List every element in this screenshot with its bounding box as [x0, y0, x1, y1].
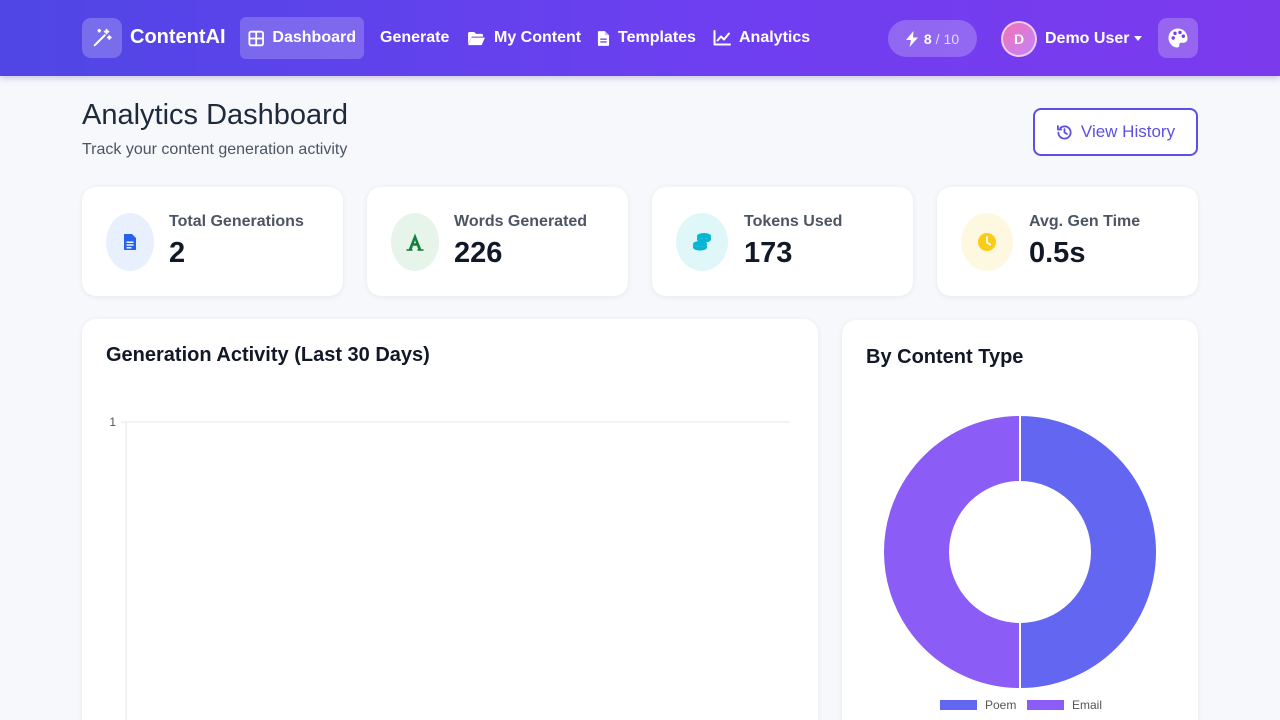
- stat-icon-wrapper: [961, 213, 1013, 271]
- brand-name: ContentAI: [130, 26, 226, 48]
- stat-value: 2: [169, 237, 186, 269]
- stat-card-total-generations: Total Generations 2: [82, 187, 343, 296]
- file-text-icon: [597, 30, 610, 46]
- page-subtitle: Track your content generation activity: [82, 141, 348, 158]
- quota-separator: /: [935, 30, 940, 47]
- view-history-label: View History: [1080, 122, 1176, 141]
- content-type-donut-chart: Poem Email: [882, 413, 1158, 712]
- quota-used: 8: [923, 30, 932, 47]
- usage-quota-badge: 8 / 10: [888, 20, 977, 57]
- nav-dashboard[interactable]: Dashboard: [240, 17, 364, 59]
- stat-label: Avg. Gen Time: [1029, 213, 1141, 230]
- stat-icon-wrapper: [106, 213, 154, 271]
- stat-label: Words Generated: [454, 213, 588, 230]
- nav-my-content-label: My Content: [494, 29, 582, 46]
- content-type-panel: By Content Type Poem Email: [842, 320, 1198, 720]
- nav-templates[interactable]: Templates: [589, 17, 704, 59]
- brand[interactable]: ContentAI: [82, 17, 226, 58]
- legend-swatch-email[interactable]: [1027, 700, 1064, 710]
- line-chart-icon: [713, 30, 731, 46]
- nav-templates-label: Templates: [618, 29, 696, 46]
- page-title: Analytics Dashboard: [82, 99, 348, 131]
- stat-icon-wrapper: [676, 213, 728, 271]
- folder-open-icon: [468, 31, 485, 45]
- stat-value: 226: [454, 237, 503, 269]
- content-type-title: By Content Type: [866, 346, 1024, 368]
- user-menu[interactable]: D Demo User: [1001, 20, 1143, 57]
- avatar: D: [1001, 20, 1037, 57]
- legend-label-poem[interactable]: Poem: [985, 698, 1016, 712]
- bolt-icon: [905, 30, 918, 47]
- legend-swatch-poem[interactable]: [940, 700, 977, 710]
- user-name: Demo User: [1045, 29, 1130, 47]
- nav-generate[interactable]: Generate: [372, 17, 457, 59]
- nav-generate-label: Generate: [380, 29, 450, 46]
- theme-palette-button[interactable]: [1158, 18, 1198, 58]
- stat-label: Total Generations: [169, 213, 304, 230]
- quota-total: 10: [943, 30, 960, 47]
- legend-label-email[interactable]: Email: [1072, 698, 1102, 712]
- stat-card-avg-gen-time: Avg. Gen Time 0.5s: [937, 187, 1198, 296]
- clock-icon: [978, 233, 996, 251]
- activity-chart-panel: Generation Activity (Last 30 Days) 1: [82, 319, 818, 720]
- stat-icon-wrapper: [391, 213, 439, 271]
- file-document-icon: [124, 234, 136, 250]
- y-tick-label: 1: [109, 415, 116, 429]
- palette-icon: [1168, 28, 1188, 48]
- activity-line-chart: 1: [109, 415, 790, 720]
- coins-icon: [693, 233, 711, 251]
- dashboard-grid-icon: [248, 30, 264, 46]
- chevron-down-icon: [1134, 36, 1143, 41]
- stat-value: 0.5s: [1029, 237, 1086, 269]
- stat-card-tokens-used: Tokens Used 173: [652, 187, 913, 296]
- view-history-button[interactable]: View History: [1033, 108, 1198, 156]
- nav-dashboard-label: Dashboard: [272, 29, 356, 46]
- nav-analytics[interactable]: Analytics: [705, 17, 818, 59]
- top-navbar: ContentAI Dashboard Generate My Content …: [0, 0, 1280, 76]
- nav-analytics-label: Analytics: [739, 29, 811, 46]
- history-icon: [1056, 124, 1072, 140]
- font-letter-icon: [406, 233, 424, 251]
- magic-wand-icon: [82, 17, 122, 58]
- stat-card-words-generated: Words Generated 226: [367, 187, 628, 296]
- stat-value: 173: [744, 237, 793, 269]
- donut-slice-poem[interactable]: [1019, 413, 1158, 691]
- activity-chart-title: Generation Activity (Last 30 Days): [106, 344, 430, 366]
- stat-label: Tokens Used: [744, 213, 843, 230]
- donut-slice-email[interactable]: [882, 413, 1021, 691]
- nav-my-content[interactable]: My Content: [459, 17, 589, 59]
